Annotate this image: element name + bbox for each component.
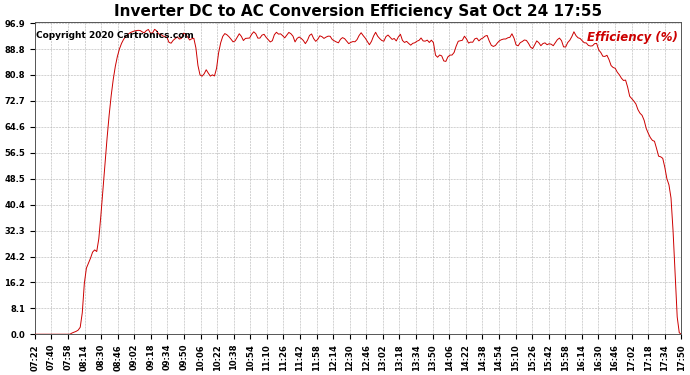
Text: Copyright 2020 Cartronics.com: Copyright 2020 Cartronics.com — [36, 31, 194, 40]
Text: Efficiency (%): Efficiency (%) — [587, 31, 678, 44]
Title: Inverter DC to AC Conversion Efficiency Sat Oct 24 17:55: Inverter DC to AC Conversion Efficiency … — [114, 4, 602, 19]
